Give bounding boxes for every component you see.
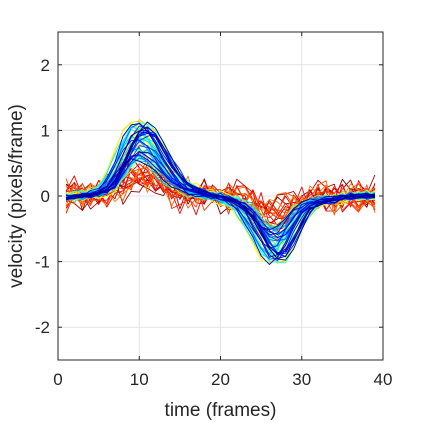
series-line [66,121,376,261]
y-axis-title: velocity (pixels/frame) [6,104,27,288]
x-tick-label: 40 [374,370,393,389]
y-tick-label: 1 [41,121,50,140]
x-axis-title: time (frames) [165,400,277,421]
x-tick-label: 30 [292,370,311,389]
x-tick-label: 0 [53,370,62,389]
ticks: 0 10 20 30 40 -2 -1 0 1 2 [35,32,393,389]
x-tick-label: 10 [130,370,149,389]
y-tick-label: 0 [41,187,50,206]
plot-area [65,119,376,265]
y-tick-label: -2 [35,318,50,337]
y-tick-label: 2 [41,56,50,75]
x-tick-label: 20 [211,370,230,389]
y-tick-label: -1 [35,253,50,272]
